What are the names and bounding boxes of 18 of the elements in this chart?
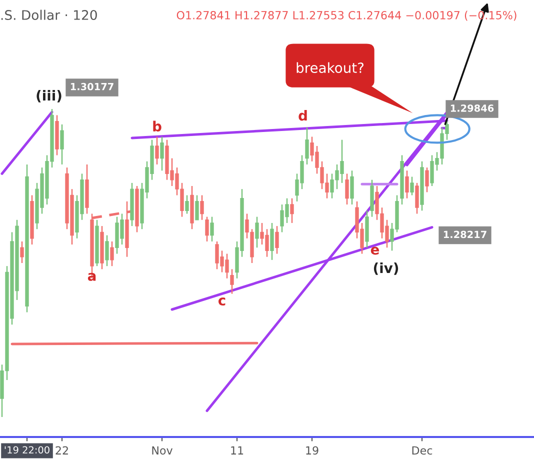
annotation: b [153, 120, 162, 132]
x-tick-label: 19 [306, 446, 318, 455]
x-tick-label: Dec [412, 446, 432, 455]
text: 1.30177 [70, 82, 114, 90]
chart-title: .S. Dollar · 120 [1, 10, 97, 20]
x-tick-label: Nov [152, 446, 173, 455]
annotation: (iv) [374, 262, 398, 275]
annotation: c [218, 298, 226, 306]
annotation: a [88, 272, 96, 281]
annotation: e [370, 246, 380, 255]
text: breakout? [296, 62, 364, 74]
annotation: d [298, 110, 307, 121]
annotation: 1.28217 [444, 230, 486, 238]
text: (iii) [36, 90, 62, 102]
x-tick-label: 22 [56, 446, 68, 454]
text: 1.29846 [450, 104, 494, 112]
x-tick-label: '19 22:00 [4, 446, 50, 454]
x-tick-label: 11 [231, 446, 244, 454]
